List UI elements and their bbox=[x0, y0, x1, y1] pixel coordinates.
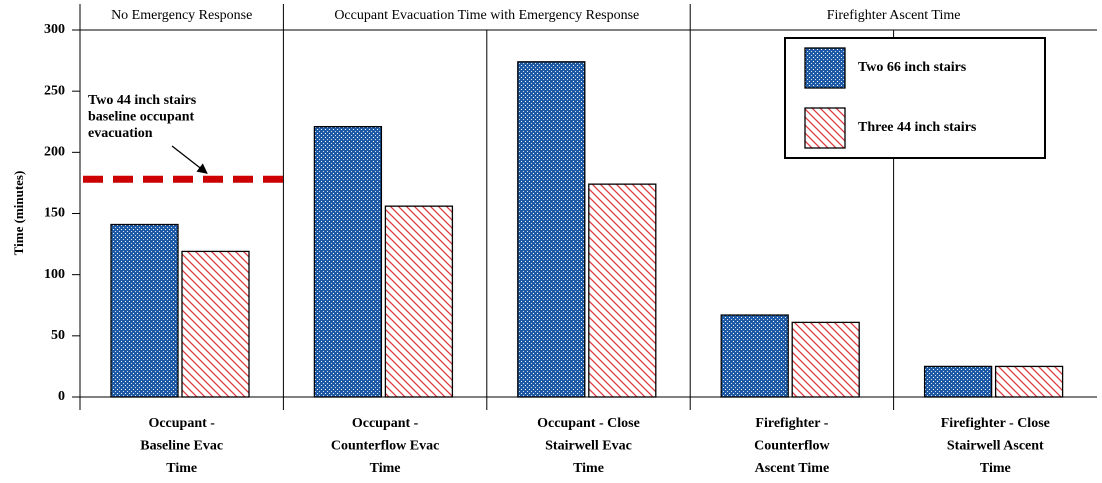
y-tick-label: 100 bbox=[44, 267, 65, 282]
y-axis-label: Time (minutes) bbox=[11, 171, 26, 256]
x-tick-label: Occupant - bbox=[352, 416, 419, 431]
bar bbox=[994, 365, 1064, 398]
legend-label: Three 44 inch stairs bbox=[858, 120, 977, 135]
bar bbox=[720, 314, 789, 398]
group-label: Firefighter Ascent Time bbox=[827, 8, 961, 23]
y-tick-label: 250 bbox=[44, 83, 65, 98]
y-tick-label: 300 bbox=[44, 22, 65, 37]
x-tick-label: Time bbox=[573, 461, 604, 476]
group-label: No Emergency Response bbox=[111, 8, 252, 23]
x-tick-label: Time bbox=[166, 461, 197, 476]
legend: Two 66 inch stairs Three 44 inch stairs bbox=[784, 37, 1046, 159]
x-tick-label: Occupant - Close bbox=[537, 416, 640, 431]
x-tick-label: Baseline Evac bbox=[140, 439, 223, 454]
bar bbox=[384, 205, 454, 398]
x-tick-label: Stairwell Ascent bbox=[947, 439, 1044, 454]
x-tick-label: Stairwell Evac bbox=[545, 439, 632, 454]
legend-label: Two 66 inch stairs bbox=[858, 60, 967, 75]
x-tick-label: Counterflow bbox=[754, 439, 830, 454]
x-tick-label: Counterflow Evac bbox=[331, 439, 440, 454]
y-tick-label: 200 bbox=[44, 145, 65, 160]
legend-swatch bbox=[804, 107, 846, 149]
bar bbox=[517, 61, 586, 398]
x-tick-label: Time bbox=[370, 461, 401, 476]
legend-swatch bbox=[804, 47, 846, 89]
x-tick-label: Firefighter - Close bbox=[941, 416, 1050, 431]
bar bbox=[588, 183, 657, 398]
annotation: Two 44 inch stairs bbox=[88, 93, 197, 108]
y-tick-label: 0 bbox=[58, 389, 65, 404]
x-tick-label: Time bbox=[980, 461, 1011, 476]
bar bbox=[313, 125, 383, 398]
y-tick-label: 150 bbox=[44, 206, 65, 221]
annotation-arrow bbox=[171, 145, 208, 174]
bar bbox=[110, 223, 179, 398]
annotation: evacuation bbox=[88, 126, 153, 141]
x-tick-label: Ascent Time bbox=[755, 461, 830, 476]
x-tick-label: Firefighter - bbox=[755, 416, 828, 431]
group-label: Occupant Evacuation Time with Emergency … bbox=[334, 8, 639, 23]
y-tick-label: 50 bbox=[51, 328, 65, 343]
bar bbox=[791, 321, 860, 398]
annotation: baseline occupant bbox=[88, 110, 195, 125]
x-tick-label: Occupant - bbox=[148, 416, 215, 431]
bar bbox=[181, 250, 250, 398]
bar bbox=[923, 365, 993, 398]
